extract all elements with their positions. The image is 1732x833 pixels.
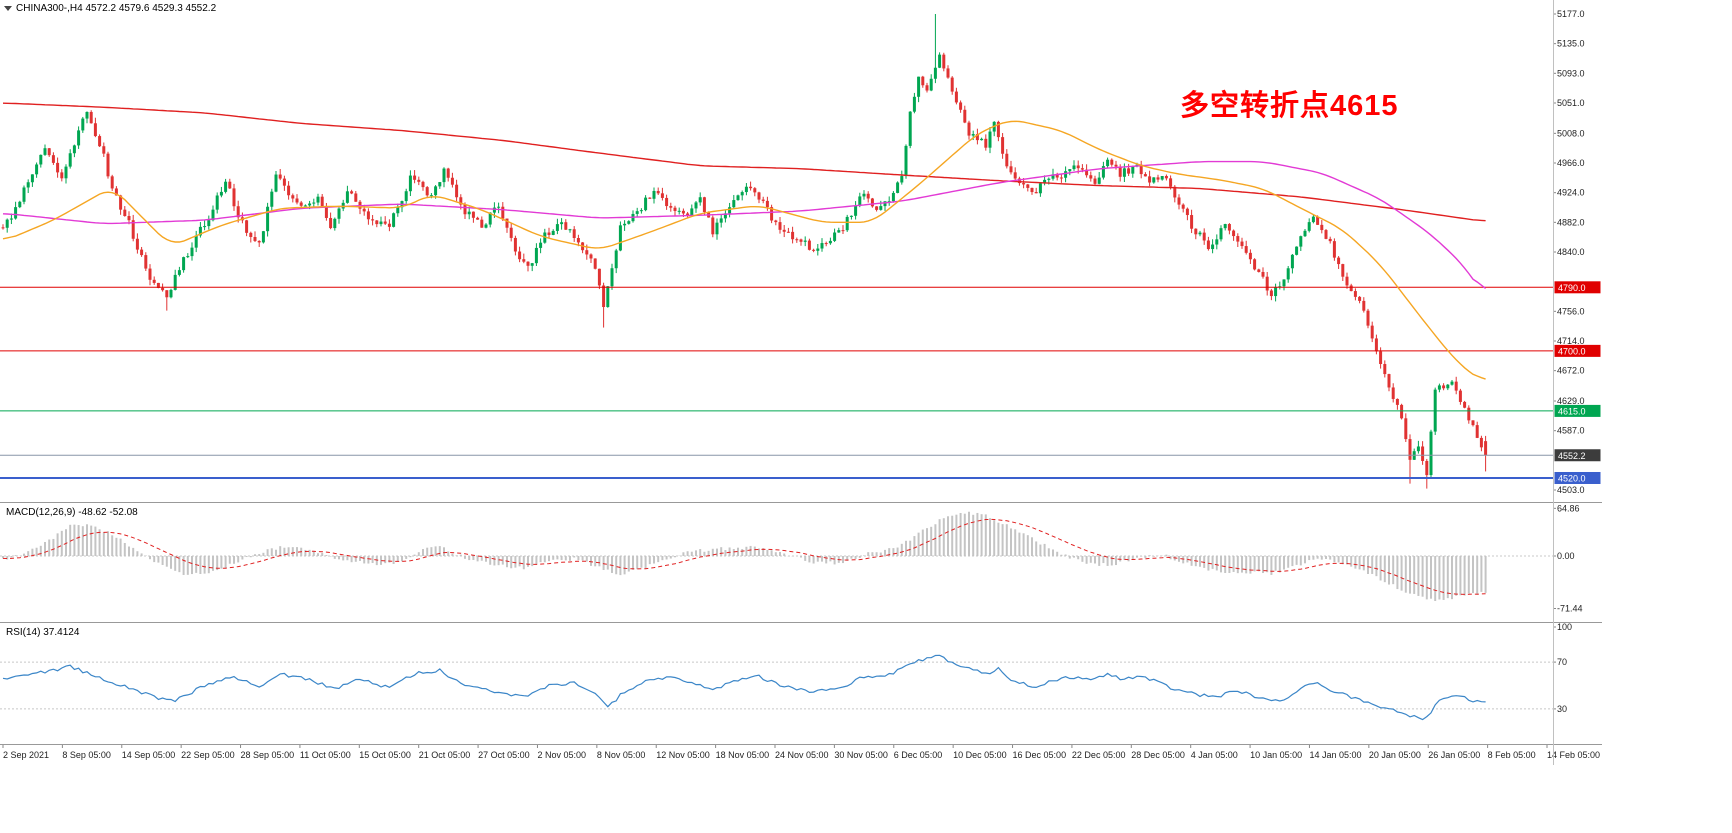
symbol-title-bar: CHINA300-,H4 4572.2 4579.6 4529.3 4552.2 bbox=[4, 3, 216, 14]
svg-text:4840.0: 4840.0 bbox=[1557, 247, 1585, 257]
svg-text:4520.0: 4520.0 bbox=[1558, 473, 1586, 483]
svg-text:4615.0: 4615.0 bbox=[1558, 406, 1586, 416]
svg-text:12 Nov 05:00: 12 Nov 05:00 bbox=[656, 750, 710, 760]
level-label-box-4700.0 bbox=[1554, 344, 1601, 357]
rsi-pane[interactable] bbox=[0, 654, 1553, 721]
svg-text:5135.0: 5135.0 bbox=[1557, 39, 1585, 49]
macd-indicator-label: MACD(12,26,9) -48.62 -52.08 bbox=[6, 507, 138, 518]
pane-separators bbox=[0, 0, 1602, 765]
ma-lines-layer bbox=[2, 102, 1487, 380]
svg-text:2 Sep 2021: 2 Sep 2021 bbox=[3, 750, 49, 760]
svg-text:28 Dec 05:00: 28 Dec 05:00 bbox=[1131, 750, 1185, 760]
svg-text:22 Sep 05:00: 22 Sep 05:00 bbox=[181, 750, 235, 760]
level-label-box-4552.2 bbox=[1554, 449, 1601, 462]
svg-text:5093.0: 5093.0 bbox=[1557, 68, 1585, 78]
symbol-ohlc-title: CHINA300-,H4 4572.2 4579.6 4529.3 4552.2 bbox=[16, 3, 217, 14]
svg-text:24 Nov 05:00: 24 Nov 05:00 bbox=[775, 750, 829, 760]
svg-text:4700.0: 4700.0 bbox=[1558, 346, 1586, 356]
rsi-indicator-label: RSI(14) 37.4124 bbox=[6, 627, 80, 638]
level-label-box-4615.0 bbox=[1554, 404, 1601, 417]
svg-text:22 Dec 05:00: 22 Dec 05:00 bbox=[1072, 750, 1126, 760]
svg-text:4756.0: 4756.0 bbox=[1557, 306, 1585, 316]
candles-layer bbox=[1, 14, 1488, 489]
level-label-box-4790.0 bbox=[1554, 281, 1601, 294]
svg-text:26 Jan 05:00: 26 Jan 05:00 bbox=[1428, 750, 1480, 760]
svg-text:64.86: 64.86 bbox=[1557, 503, 1580, 513]
svg-text:30: 30 bbox=[1557, 704, 1567, 714]
svg-text:10 Dec 05:00: 10 Dec 05:00 bbox=[953, 750, 1007, 760]
svg-text:15 Oct 05:00: 15 Oct 05:00 bbox=[359, 750, 411, 760]
svg-text:8 Sep 05:00: 8 Sep 05:00 bbox=[62, 750, 111, 760]
svg-text:8 Feb 05:00: 8 Feb 05:00 bbox=[1488, 750, 1536, 760]
trend-annotation-text: 多空转折点4615 bbox=[1180, 90, 1399, 122]
svg-text:10 Jan 05:00: 10 Jan 05:00 bbox=[1250, 750, 1302, 760]
svg-text:27 Oct 05:00: 27 Oct 05:00 bbox=[478, 750, 530, 760]
svg-text:5177.0: 5177.0 bbox=[1557, 9, 1585, 19]
svg-text:21 Oct 05:00: 21 Oct 05:00 bbox=[419, 750, 471, 760]
svg-text:5051.0: 5051.0 bbox=[1557, 98, 1585, 108]
svg-text:14 Sep 05:00: 14 Sep 05:00 bbox=[122, 750, 176, 760]
svg-text:100: 100 bbox=[1557, 622, 1572, 632]
svg-text:14 Feb 05:00: 14 Feb 05:00 bbox=[1547, 750, 1600, 760]
main-pane[interactable] bbox=[1, 14, 1488, 489]
time-scale[interactable]: 2 Sep 2021 8 Sep 05:00 14 Sep 05:00 22 Sep … bbox=[2, 744, 1600, 761]
svg-text:4552.2: 4552.2 bbox=[1558, 451, 1586, 461]
svg-text:-71.44: -71.44 bbox=[1557, 604, 1583, 614]
svg-text:0.00: 0.00 bbox=[1557, 551, 1575, 561]
svg-text:5008.0: 5008.0 bbox=[1557, 128, 1585, 138]
svg-text:4924.0: 4924.0 bbox=[1557, 188, 1585, 198]
svg-text:4672.0: 4672.0 bbox=[1557, 366, 1585, 376]
svg-text:4503.0: 4503.0 bbox=[1557, 485, 1585, 495]
svg-text:4966.0: 4966.0 bbox=[1557, 158, 1585, 168]
svg-text:30 Nov 05:00: 30 Nov 05:00 bbox=[834, 750, 888, 760]
svg-text:4629.0: 4629.0 bbox=[1557, 396, 1585, 406]
svg-text:4714.0: 4714.0 bbox=[1557, 336, 1585, 346]
svg-text:18 Nov 05:00: 18 Nov 05:00 bbox=[716, 750, 770, 760]
svg-text:8 Nov 05:00: 8 Nov 05:00 bbox=[597, 750, 646, 760]
svg-text:6 Dec 05:00: 6 Dec 05:00 bbox=[894, 750, 943, 760]
svg-text:4882.0: 4882.0 bbox=[1557, 217, 1585, 227]
macd-pane[interactable] bbox=[0, 511, 1553, 602]
ma-fast-line bbox=[2, 120, 1486, 380]
ma-mid-line bbox=[2, 160, 1487, 289]
svg-text:11 Oct 05:00: 11 Oct 05:00 bbox=[300, 750, 351, 760]
rsi-line bbox=[2, 654, 1486, 721]
price-scale[interactable]: 4790.0 4700.0 4615.0 4552.2 4520.0 5177.0 5135… bbox=[1553, 9, 1601, 714]
horizontal-levels-layer[interactable] bbox=[0, 286, 1553, 479]
svg-text:4 Jan 05:00: 4 Jan 05:00 bbox=[1191, 750, 1238, 760]
svg-text:4790.0: 4790.0 bbox=[1558, 283, 1586, 293]
symbol-marker-icon bbox=[4, 6, 12, 11]
svg-text:14 Jan 05:00: 14 Jan 05:00 bbox=[1309, 750, 1361, 760]
svg-text:2 Nov 05:00: 2 Nov 05:00 bbox=[537, 750, 586, 760]
svg-text:28 Sep 05:00: 28 Sep 05:00 bbox=[241, 750, 295, 760]
svg-text:20 Jan 05:00: 20 Jan 05:00 bbox=[1369, 750, 1421, 760]
macd-signal-line bbox=[2, 518, 1486, 595]
ma-slow-line bbox=[2, 102, 1486, 222]
svg-text:70: 70 bbox=[1557, 657, 1567, 667]
svg-text:16 Dec 05:00: 16 Dec 05:00 bbox=[1013, 750, 1067, 760]
level-label-box-4520.0 bbox=[1554, 471, 1601, 484]
svg-text:4587.0: 4587.0 bbox=[1557, 426, 1585, 436]
